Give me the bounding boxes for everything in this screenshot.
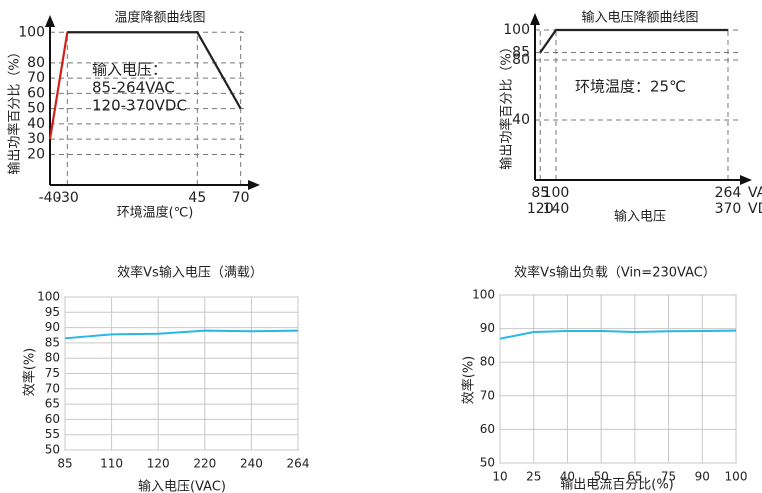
x-tick-label: 65 — [627, 470, 642, 484]
series-line — [64, 329, 299, 340]
y-tick-label: 40 — [512, 112, 530, 128]
x-tick-label: 50 — [594, 470, 609, 484]
y-tick-label: 60 — [45, 412, 60, 426]
y-arrow — [530, 13, 540, 25]
y-tick-label: 75 — [45, 366, 60, 380]
y-tick-label: 60 — [480, 422, 495, 436]
x-tick-label: 85 — [531, 185, 549, 201]
y-tick-label: 20 — [27, 146, 45, 162]
y-tick-label: 85 — [512, 45, 530, 61]
x-tick-label: 264 — [287, 457, 310, 471]
y-tick-label: 70 — [27, 70, 45, 86]
x-tick-label-dc: 140 — [543, 201, 570, 217]
x-tick-label: 85 — [57, 457, 72, 471]
y-tick-label: 100 — [37, 290, 60, 304]
y-tick-label: 90 — [480, 321, 495, 335]
y-tick-label: 65 — [45, 397, 60, 411]
series-line — [67, 31, 242, 110]
x-axis-label: 输入电压 — [614, 209, 666, 225]
annotation: 120-370VDC — [92, 97, 187, 115]
y-tick-label: 80 — [512, 52, 530, 68]
x-tick-label: 90 — [695, 470, 710, 484]
y-tick-label: 80 — [480, 355, 495, 369]
x-axis-label: 环境温度(℃) — [117, 205, 194, 221]
series-line — [499, 329, 737, 340]
x-tick-label: 264 — [715, 185, 742, 201]
x-tick-label: 45 — [188, 190, 206, 206]
y-tick-label: 100 — [18, 24, 45, 40]
x-tick-label: 240 — [240, 457, 263, 471]
x-tick-label-dc: 370 — [715, 201, 742, 217]
y-axis-label: 输出功率百分比（%） — [7, 45, 23, 174]
y-tick-label: 55 — [45, 427, 60, 441]
x-tick-label: 100 — [725, 470, 748, 484]
x-tick-label: 120 — [147, 457, 170, 471]
y-tick-label: 40 — [27, 116, 45, 132]
x-unit: VDC — [748, 201, 762, 217]
chart-title: 输入电压降额曲线图 — [581, 10, 698, 26]
x-tick-label-dc: 120 — [527, 201, 554, 217]
x-tick-label: 75 — [661, 470, 676, 484]
series-line — [48, 32, 69, 140]
y-tick-label: 60 — [27, 85, 45, 101]
plot-frame — [499, 294, 737, 464]
y-tick-label: 50 — [45, 443, 60, 457]
y-tick-label: 50 — [27, 101, 45, 117]
x-unit: VAC — [748, 185, 762, 201]
y-axis-label: 输出功率百分比（%） — [499, 40, 515, 169]
y-tick-label: 70 — [45, 381, 60, 395]
y-tick-label: 85 — [45, 335, 60, 349]
y-tick-label: 80 — [45, 351, 60, 365]
y-tick-label: 90 — [45, 320, 60, 334]
annotation: 输入电压： — [92, 61, 167, 79]
chart-title: 效率Vs输出负载（Vin=230VAC） — [514, 265, 716, 281]
x-tick-label: -30 — [56, 190, 79, 206]
y-axis-label: 效率(%) — [22, 348, 38, 397]
y-tick-label: 30 — [27, 131, 45, 147]
y-tick-label: 50 — [480, 456, 495, 470]
x-tick-label: 40 — [560, 470, 575, 484]
x-tick-label: -40 — [39, 190, 62, 206]
series-line — [539, 28, 728, 54]
x-arrow — [740, 175, 752, 185]
x-tick-label: 220 — [193, 457, 216, 471]
chart-title: 温度降额曲线图 — [114, 10, 205, 26]
y-tick-label: 80 — [27, 55, 45, 71]
y-tick-label: 100 — [503, 22, 530, 38]
y-arrow — [45, 15, 55, 27]
x-arrow — [248, 180, 260, 190]
y-tick-label: 70 — [480, 388, 495, 402]
x-tick-label: 70 — [232, 190, 250, 206]
y-tick-label: 100 — [472, 288, 495, 302]
x-tick-label: 25 — [526, 470, 541, 484]
chart-title: 效率Vs输入电压（满载） — [117, 265, 263, 281]
annotation: 环境温度：25℃ — [575, 78, 686, 96]
x-tick-label: 10 — [492, 470, 507, 484]
y-axis-label: 效率(%) — [461, 356, 477, 405]
x-axis-label: 输入电压(VAC) — [138, 479, 226, 493]
x-tick-label: 100 — [543, 185, 570, 201]
x-tick-label: 110 — [100, 457, 123, 471]
y-tick-label: 95 — [45, 305, 60, 319]
annotation: 85-264VAC — [92, 79, 175, 97]
x-axis-label: 输出电流百分比(%) — [560, 477, 674, 493]
